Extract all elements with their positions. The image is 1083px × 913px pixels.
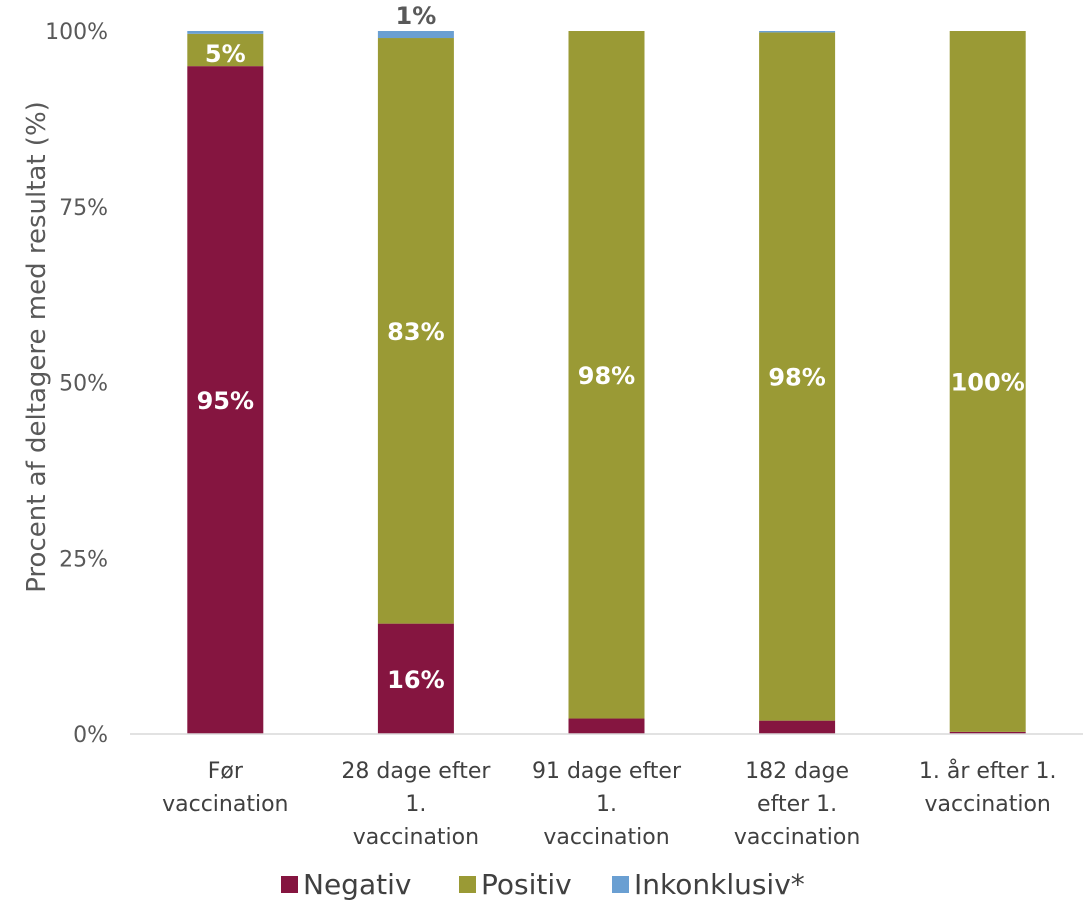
legend-entry: Positiv xyxy=(481,868,572,901)
x-category-label: Før xyxy=(208,759,244,784)
bar-positiv xyxy=(949,31,1026,732)
x-category-label: 1. år efter 1. xyxy=(919,758,1057,784)
bar-negativ xyxy=(568,718,645,734)
x-category-label: 1. xyxy=(596,792,617,817)
y-tick-label: 0% xyxy=(73,723,108,748)
bar-inkonklusiv xyxy=(759,31,836,33)
bar-inkonklusiv xyxy=(187,31,264,34)
plot-area: 95%5%16%83%1%2%98%2%98%100% xyxy=(130,2,1083,735)
x-axis-categories: Før vaccination 28 dage efter 1. vaccination… xyxy=(162,758,1056,850)
bar-negativ xyxy=(187,66,264,734)
x-category-label: vaccination xyxy=(162,792,288,817)
bar-positiv xyxy=(377,38,454,624)
data-label: 100% xyxy=(951,368,1025,396)
y-tick-label: 75% xyxy=(59,196,108,221)
data-label: 16% xyxy=(387,666,444,694)
bar-inkonklusiv xyxy=(377,31,454,39)
bar-positiv xyxy=(187,33,264,67)
data-label: 95% xyxy=(197,387,254,415)
x-category-label: vaccination xyxy=(925,792,1051,817)
bar-positiv xyxy=(568,31,645,719)
bar-positiv xyxy=(759,32,836,721)
legend-swatch xyxy=(612,876,629,893)
y-tick-label: 25% xyxy=(59,547,108,572)
x-category-label: 91 dage efter xyxy=(532,759,682,784)
x-category-label: 182 dage xyxy=(745,759,849,784)
data-label: 98% xyxy=(578,362,635,390)
x-category-label: 1. xyxy=(405,792,426,817)
x-category-label: vaccination xyxy=(734,825,860,850)
y-axis-ticks: 0% 25% 50% 75% 100% xyxy=(45,20,108,748)
bar-negativ xyxy=(759,720,836,734)
x-category-label: efter 1. xyxy=(757,792,837,817)
data-label: 5% xyxy=(205,40,246,68)
legend-entry: Inkonklusiv* xyxy=(634,868,805,901)
y-tick-label: 100% xyxy=(45,20,108,45)
data-label: 98% xyxy=(768,364,825,392)
x-category-label: vaccination xyxy=(543,825,669,850)
data-label: 83% xyxy=(387,318,444,346)
bar-negativ xyxy=(377,623,454,734)
legend-entry: Negativ xyxy=(303,868,411,901)
legend: Negativ Positiv Inkonklusiv* xyxy=(281,868,805,901)
x-category-label: 28 dage efter xyxy=(341,759,491,784)
legend-swatch xyxy=(281,876,298,893)
legend-swatch xyxy=(459,876,476,893)
data-label: 1% xyxy=(396,2,437,30)
y-axis-label: Procent af deltagere med resultat (%) xyxy=(22,101,52,593)
y-tick-label: 50% xyxy=(59,372,108,397)
x-category-label: vaccination xyxy=(353,825,479,850)
bar-negativ xyxy=(949,731,1026,734)
